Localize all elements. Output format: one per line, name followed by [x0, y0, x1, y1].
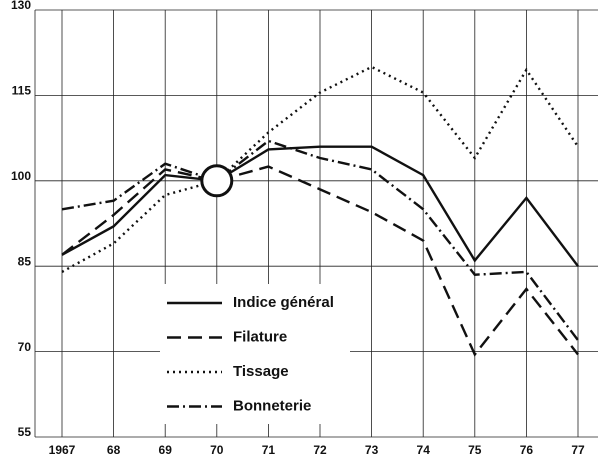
- legend-label: Bonneterie: [233, 397, 311, 414]
- x-tick-label: 75: [468, 443, 482, 457]
- x-tick-label: 70: [210, 443, 224, 457]
- series-line: [61, 139, 579, 341]
- base-marker: [200, 164, 234, 198]
- y-tick-label: 115: [12, 84, 32, 98]
- y-tick-label: 100: [11, 169, 31, 183]
- series-line: [61, 145, 579, 267]
- x-tick-label: 73: [365, 443, 379, 457]
- x-tick-label: 68: [107, 443, 121, 457]
- x-tick-label: 76: [520, 443, 534, 457]
- y-tick-label: 85: [18, 254, 32, 268]
- y-tick-label: 130: [11, 0, 31, 12]
- x-tick-label: 71: [262, 443, 276, 457]
- legend-label: Filature: [233, 328, 287, 345]
- y-tick-label: 55: [18, 425, 32, 439]
- x-tick-label: 72: [313, 443, 327, 457]
- x-tick-label: 74: [417, 443, 431, 457]
- series-line: [61, 65, 579, 273]
- y-tick-label: 70: [18, 340, 32, 354]
- legend-label: Tissage: [233, 363, 289, 380]
- x-tick-label: 1967: [49, 443, 76, 457]
- legend-label: Indice général: [233, 294, 334, 311]
- series-line: [61, 165, 579, 357]
- x-tick-label: 69: [159, 443, 173, 457]
- x-tick-label: 77: [571, 443, 585, 457]
- legend-box: [160, 284, 350, 424]
